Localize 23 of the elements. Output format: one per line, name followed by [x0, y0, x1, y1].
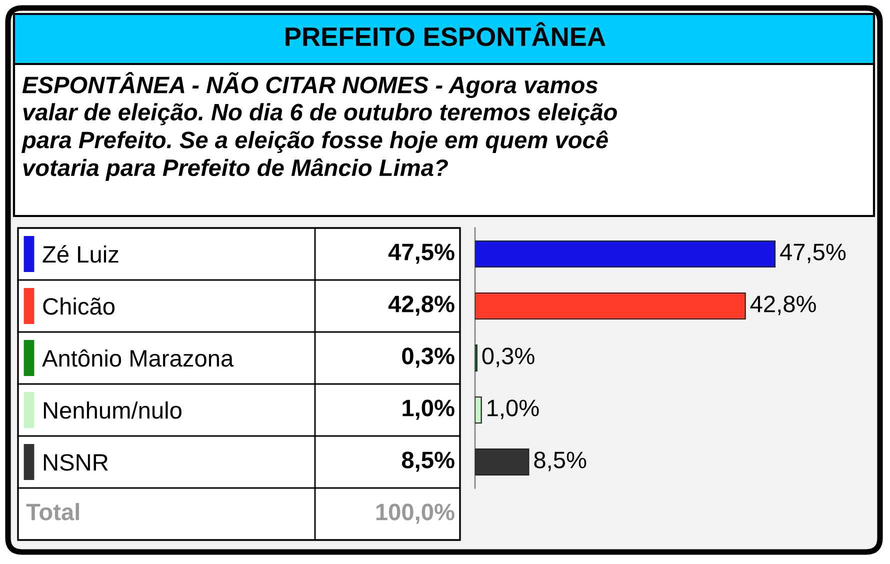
y-tick-label: Antônio Marazona — [42, 349, 234, 367]
text: 47,5% — [780, 244, 846, 264]
text: 100,0% — [376, 504, 454, 524]
bar — [475, 292, 746, 320]
text: 42,8% — [750, 296, 816, 316]
text: 0,3% — [482, 348, 534, 368]
bar — [475, 240, 776, 268]
bar — [475, 448, 530, 476]
data-label: 42,8% — [388, 296, 454, 316]
text: 1,0% — [488, 400, 539, 420]
text: 8,5% — [534, 452, 586, 472]
data-label: 47,5% — [388, 244, 454, 264]
y-tick-label: Chicão — [43, 297, 115, 315]
bar — [475, 396, 482, 424]
y-tick-label: Nenhum/nulo — [44, 401, 182, 419]
y-tick-label: NSNR — [44, 454, 108, 471]
data-label: 8,5% — [402, 452, 454, 472]
data-label: 0,3% — [402, 348, 454, 368]
text: Total — [26, 502, 79, 520]
y-tick-label: Zé Luiz — [42, 245, 118, 263]
chart-subtitle: ESPONTÂNEA - NÃO CITAR NOMES - Agora vamos valar de eleição. No dia 6 de outubro teremos eleição para Prefeito. Se a eleição fosse hoje em quem você votaria para Prefeito de Mâncio Lima? — [21, 72, 617, 181]
data-label: 1,0% — [402, 400, 454, 420]
chart-title: PREFEITO ESPONTÂNEA — [286, 22, 606, 46]
